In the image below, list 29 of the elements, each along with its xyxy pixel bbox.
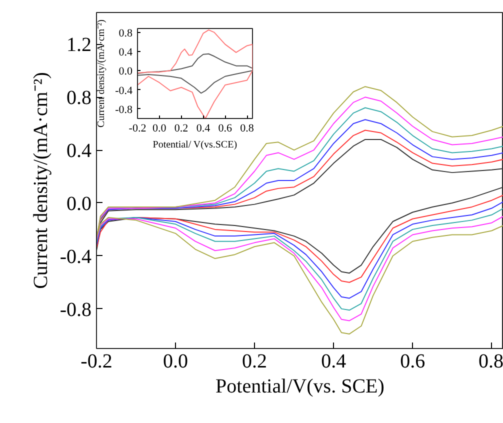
x-axis-title: Potential/V(vs. SCE) — [216, 376, 384, 398]
y-tick-label: 0.0 — [66, 192, 92, 215]
x-tick-label: -0.2 — [80, 350, 112, 372]
x-tick-label: 0.4 — [196, 122, 211, 134]
y-axis-title: Current density/(mA·cm⁻²) — [96, 20, 108, 128]
x-tick-label: 0.4 — [321, 350, 346, 372]
y-tick-label: -0.4 — [60, 246, 92, 268]
x-tick-label: 0.0 — [163, 350, 188, 372]
x-tick-label: 0.6 — [400, 350, 426, 372]
x-axis-title: Potential/ V(vs.SCE) — [152, 140, 238, 150]
y-tick-label: 0.8 — [118, 27, 133, 40]
x-tick-label: 0.6 — [218, 122, 232, 134]
x-tick-label: 0.0 — [152, 122, 167, 134]
y-tick-label: 0.0 — [118, 66, 133, 78]
y-tick-label: -0.4 — [115, 84, 133, 97]
line-series — [138, 53, 252, 94]
y-tick-label: -0.8 — [115, 104, 133, 116]
x-tick-label: -0.2 — [128, 122, 146, 134]
y-axis-title: Current density/(mA·cm⁻²) — [30, 72, 52, 289]
y-tick-label: 0.8 — [66, 87, 92, 110]
y-tick-label: 0.4 — [118, 46, 133, 58]
x-tick-label: 0.2 — [242, 350, 268, 372]
y-tick-label: 1.2 — [66, 34, 92, 56]
x-tick-label: 0.8 — [240, 122, 254, 134]
x-tick-label: 0.2 — [174, 122, 188, 134]
y-tick-label: 0.4 — [66, 140, 92, 162]
y-tick-label: -0.8 — [60, 298, 92, 321]
line-series — [138, 29, 252, 118]
x-tick-label: 0.8 — [478, 350, 503, 372]
